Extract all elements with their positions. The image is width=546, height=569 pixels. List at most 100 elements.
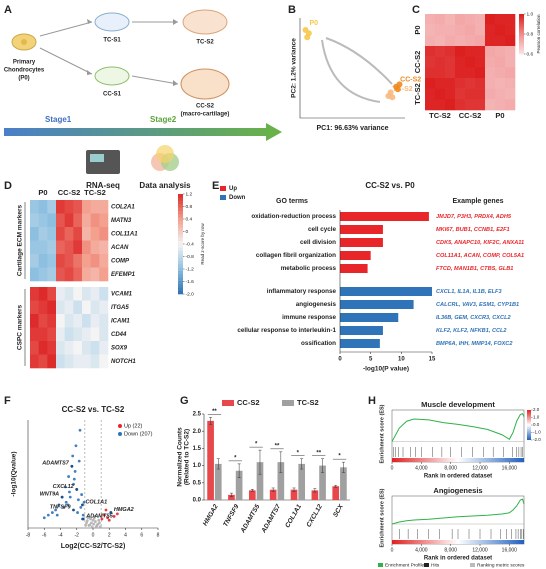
point: [91, 518, 95, 522]
heatmap-cell: [485, 99, 496, 111]
x-tick-label: -4: [58, 532, 63, 538]
colorbar-step: [519, 26, 524, 28]
colorbar-label: 0: [186, 229, 189, 235]
stage-label: Stage1: [45, 115, 72, 124]
heatmap-cell: [38, 227, 48, 241]
heatmap-cell: [64, 200, 74, 214]
aggregate-icon: [180, 68, 230, 100]
point: [92, 516, 96, 520]
heatmap-cell: [73, 200, 83, 214]
heatmap-cell: [64, 213, 74, 228]
annotated-point: [81, 517, 85, 521]
colorbar-step: [178, 224, 183, 228]
heatmap-cell: [64, 314, 74, 328]
legend-swatch: [220, 186, 226, 191]
gene-label: ACAN: [110, 245, 129, 251]
heatmap-cell: [90, 327, 100, 342]
annotated-point: [109, 511, 113, 514]
x-tick-label: 8,000: [444, 465, 457, 471]
gene-list: CXCL1, IL1A, IL1B, ELF3: [436, 289, 502, 295]
colorbar-label: 1.0: [527, 11, 534, 17]
heatmap-cell: [445, 24, 456, 36]
colorbar-step: [519, 18, 524, 20]
error-bar: [237, 463, 241, 478]
heatmap-cell: [56, 300, 65, 315]
x-tick-label: SCX: [332, 503, 345, 519]
x-tick-label: -6: [42, 532, 47, 538]
x-axis-label: -log10(P value): [363, 366, 409, 373]
category-label: inflammatory response: [267, 288, 337, 295]
heatmap-cell: [505, 46, 516, 57]
legend-swatch: [118, 424, 122, 428]
annotated-point: [70, 464, 74, 468]
colorbar-label: -1.0: [533, 430, 541, 435]
x-tick-label: 4,000: [415, 465, 428, 471]
gene-label: MATN3: [111, 218, 132, 224]
x-tick-label: ADAMTS7: [260, 503, 282, 535]
heatmap-cell: [475, 67, 486, 79]
panel-label: A: [4, 4, 12, 16]
colorbar-step: [178, 284, 183, 288]
heatmap-cell: [47, 267, 57, 282]
gene-list: JMJD7, P3H3, PRDX4, ADH5: [436, 214, 512, 220]
heatmap-cell: [82, 341, 91, 355]
gene-label: NOTCH1: [111, 359, 136, 365]
colorbar-step: [178, 204, 183, 208]
column-label: TC-S2: [84, 188, 106, 197]
heatmap-cell: [90, 200, 100, 214]
y-tick-label: 1.0: [193, 463, 202, 469]
error-bar: [258, 449, 262, 475]
y-axis-label: (Related to TC-S2): [184, 429, 191, 485]
heatmap-cell: [90, 354, 100, 369]
category-label: immune response: [282, 314, 336, 321]
heatmap-cell: [465, 99, 476, 111]
annotation: ADAMTS7: [41, 461, 70, 467]
significance: *: [255, 442, 258, 448]
x-tick-label: -8: [26, 532, 31, 538]
dish-icon: [182, 9, 228, 35]
heatmap-cell: [90, 213, 100, 228]
series-label: TC-S2: [392, 86, 412, 93]
y-tick-label: 2.5: [193, 412, 202, 418]
legend-label: Down: [229, 195, 246, 201]
heatmap-cell: [82, 213, 91, 228]
colorbar-step: [178, 207, 183, 211]
colorbar-step: [178, 234, 183, 238]
colorbar: [527, 410, 531, 440]
x-tick-label: -2: [75, 532, 80, 538]
heatmap-cell: [465, 14, 476, 25]
gene-list: CDK5, ANAPC10, KIF2C, ANXA11: [436, 240, 524, 246]
heatmap-cell: [38, 314, 48, 328]
bar: [298, 463, 306, 500]
gene-label: EFEMP1: [111, 272, 136, 278]
heatmap-cell: [82, 300, 91, 315]
panel-a: A Primary Chondrocytes (P0) TC-S1 TC-S2 …: [4, 4, 282, 190]
heatmap-cell: [435, 88, 446, 100]
bar: [340, 467, 347, 500]
heatmap-cell: [56, 341, 65, 355]
heatmap-cell: [425, 88, 436, 100]
heatmap-cell: [47, 227, 57, 241]
legend-label: CC-S2: [237, 398, 260, 407]
heatmap-cell: [445, 78, 456, 89]
point: [107, 518, 111, 522]
gene-list: CALCRL, VAV3, ESM1, CYP1B1: [436, 302, 519, 308]
heatmap-cell: [475, 88, 486, 100]
x-tick-label: 15: [429, 357, 436, 363]
annotation: WNT9A: [40, 492, 60, 498]
colorbar-step: [178, 280, 183, 285]
heatmap-cell: [425, 78, 436, 89]
heatmap-cell: [435, 56, 446, 68]
output-label: RNA-seq: [86, 181, 120, 190]
x-tick-label: CXCL12: [305, 503, 324, 528]
source-label: (P0): [18, 76, 29, 82]
enrichment-curve: [391, 498, 525, 525]
x-tick-label: 8,000: [444, 547, 457, 553]
heatmap-cell: [38, 267, 48, 282]
point: [80, 493, 84, 496]
annotated-point: [81, 503, 84, 507]
dish-icon: [94, 12, 130, 32]
series-label: P0: [310, 20, 319, 27]
gene-list: FTCD, MAN1B1, CTBS, GLB1: [436, 266, 513, 272]
